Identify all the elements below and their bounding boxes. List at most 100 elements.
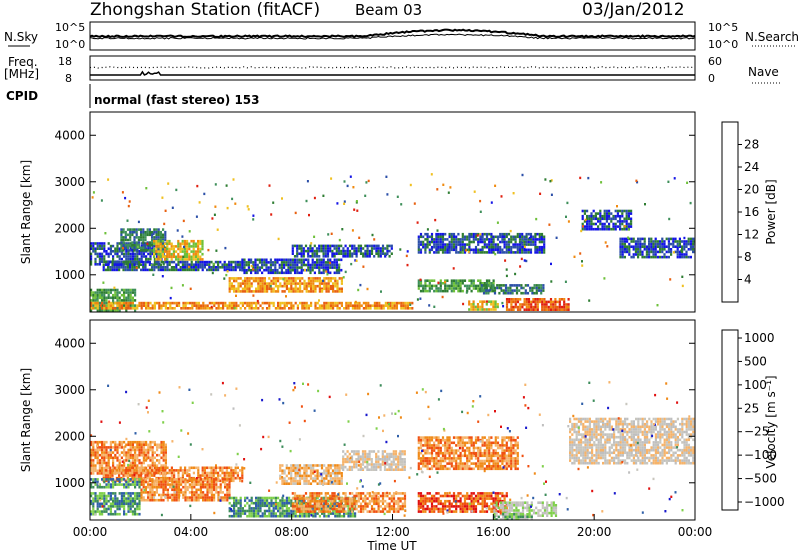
data-cell [623,245,626,248]
data-cell [246,279,249,283]
data-cell [142,266,145,269]
data-cell [281,507,284,510]
data-cell [140,446,143,449]
data-cell [355,492,358,495]
data-cell [217,471,220,475]
data-cell [226,485,229,489]
data-cell [144,236,147,239]
data-cell [120,443,123,447]
data-cell [521,239,524,243]
data-cell [210,268,213,272]
data-cell [263,509,266,513]
data-cell [197,247,200,251]
data-cell [90,472,93,475]
data-cell [193,301,196,305]
data-cell [162,483,165,486]
data-cell [424,282,427,285]
data-cell [252,279,255,283]
data-cell [153,456,156,460]
data-cell [331,249,334,253]
data-cell [344,510,347,513]
data-cell [153,440,156,444]
colorbar-tick-label: 24 [744,160,759,174]
data-cell [474,308,477,311]
data-cell [502,284,505,287]
data-cell [505,268,508,271]
data-cell [329,501,332,505]
data-cell [663,248,666,251]
data-cell [355,494,358,498]
data-cell [510,300,513,304]
data-cell [540,236,543,239]
data-cell [144,263,147,266]
data-cell [206,478,209,481]
data-cell [288,290,291,293]
data-cell [299,284,302,288]
data-cell [166,245,169,248]
data-cell [153,304,156,307]
data-cell [94,453,97,457]
data-cell [457,243,460,246]
data-cell [161,255,164,259]
data-cell [103,288,106,292]
data-cell [184,268,187,272]
data-cell [411,301,414,305]
data-cell [233,287,236,291]
data-cell [135,241,138,244]
data-cell [505,235,508,239]
data-cell [334,512,337,515]
data-cell [197,255,200,259]
data-cell [153,260,156,263]
data-cell [296,514,299,518]
data-cell [290,509,293,513]
data-cell [310,242,313,245]
data-cell [234,471,237,475]
data-cell [126,266,129,269]
data-cell [285,509,288,513]
data-cell [277,514,280,518]
data-cell [213,480,216,484]
data-cell [492,300,495,303]
data-cell [452,245,456,249]
data-cell [105,502,108,506]
data-cell [439,238,442,241]
data-cell [233,499,236,502]
data-cell [582,225,584,228]
data-cell [112,440,115,444]
data-cell [208,471,211,475]
data-cell [307,514,310,518]
data-cell [304,497,308,500]
data-cell [116,443,119,447]
data-cell [322,249,325,253]
cpid-mode-text: normal (fast stereo) 153 [94,93,260,107]
data-cell [151,461,154,465]
data-cell [189,301,192,305]
data-cell [259,279,262,283]
data-cell [159,266,162,269]
data-cell [322,499,325,503]
data-cell [144,238,147,242]
data-cell [171,498,174,502]
data-cell [140,498,143,502]
data-cell [228,277,231,280]
data-cell [118,474,121,477]
data-cell [459,240,462,244]
data-cell [116,293,119,297]
data-cell [637,250,640,254]
data-cell [375,247,378,250]
data-cell [452,240,456,244]
data-cell [219,266,222,269]
data-cell [138,443,141,447]
data-cell [153,471,156,475]
data-cell [674,237,677,241]
data-cell [194,252,197,256]
data-cell [656,304,659,307]
data-cell [296,287,299,291]
data-cell [191,493,194,497]
data-cell [101,296,104,300]
data-cell [477,248,480,252]
data-cell [228,279,231,283]
data-cell [129,456,132,460]
data-cell [131,243,134,247]
data-cell [300,507,303,511]
